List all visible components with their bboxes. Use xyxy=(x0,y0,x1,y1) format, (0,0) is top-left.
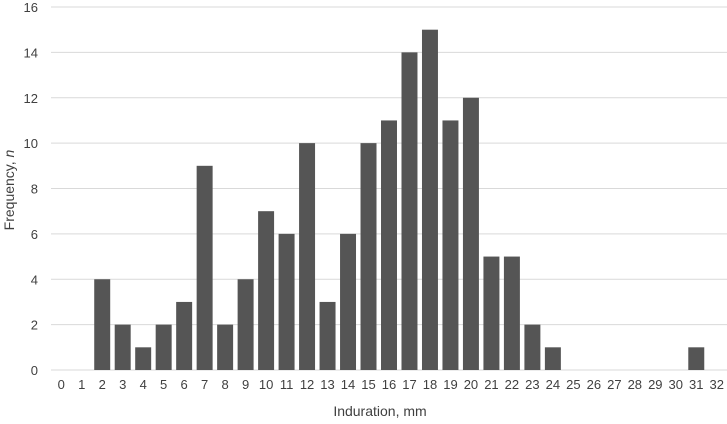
x-tick-label: 13 xyxy=(320,377,334,392)
y-tick-label: 2 xyxy=(31,318,38,333)
x-tick-label: 22 xyxy=(505,377,519,392)
x-tick-label: 32 xyxy=(710,377,724,392)
bar xyxy=(524,324,541,370)
bar xyxy=(258,211,275,370)
y-tick-label: 4 xyxy=(31,272,38,287)
bar xyxy=(340,233,357,370)
bar xyxy=(462,97,479,370)
x-tick-label: 19 xyxy=(443,377,457,392)
y-tick-label: 10 xyxy=(24,136,38,151)
bar xyxy=(135,347,152,370)
x-tick-label: 21 xyxy=(484,377,498,392)
x-tick-label: 27 xyxy=(607,377,621,392)
bar xyxy=(237,279,254,370)
y-tick-label: 6 xyxy=(31,227,38,242)
bar xyxy=(319,301,336,370)
x-tick-label: 0 xyxy=(58,377,65,392)
y-axis-title: Frequency, n xyxy=(1,149,17,230)
x-tick-label: 17 xyxy=(402,377,416,392)
bars xyxy=(94,29,705,370)
bar xyxy=(217,324,234,370)
x-tick-label: 2 xyxy=(99,377,106,392)
y-tick-label: 14 xyxy=(24,45,38,60)
x-tick-label: 12 xyxy=(300,377,314,392)
x-tick-label: 18 xyxy=(423,377,437,392)
x-tick-label: 1 xyxy=(78,377,85,392)
x-tick-label: 29 xyxy=(648,377,662,392)
bar xyxy=(299,143,316,370)
y-tick-label: 0 xyxy=(31,363,38,378)
bar xyxy=(114,324,131,370)
x-axis-title: Induration, mm xyxy=(333,403,426,419)
y-axis-title-italic: n xyxy=(1,149,17,157)
x-tick-label: 11 xyxy=(280,377,294,392)
x-tick-label: 31 xyxy=(689,377,703,392)
bar xyxy=(442,120,459,370)
x-tick-label: 28 xyxy=(628,377,642,392)
bar xyxy=(503,256,520,370)
bar xyxy=(196,165,213,370)
x-tick-label: 26 xyxy=(587,377,601,392)
x-tick-label: 8 xyxy=(222,377,229,392)
x-tick-label: 30 xyxy=(669,377,683,392)
x-tick-label: 9 xyxy=(242,377,249,392)
bar xyxy=(483,256,500,370)
x-tick-label: 4 xyxy=(140,377,147,392)
x-tick-label: 16 xyxy=(382,377,396,392)
bar xyxy=(278,233,295,370)
x-tick-label: 20 xyxy=(464,377,478,392)
x-tick-label: 7 xyxy=(201,377,208,392)
x-tick-label: 5 xyxy=(160,377,167,392)
bar xyxy=(421,29,438,370)
y-tick-label: 16 xyxy=(24,0,38,15)
bar xyxy=(155,324,172,370)
x-tick-label: 10 xyxy=(259,377,273,392)
y-tick-label: 8 xyxy=(31,182,38,197)
x-tick-label: 15 xyxy=(361,377,375,392)
x-tick-label: 25 xyxy=(566,377,580,392)
bar xyxy=(360,143,377,370)
bar xyxy=(544,347,561,370)
x-tick-label: 6 xyxy=(181,377,188,392)
y-axis-ticks: 0 2 4 6 8 10 12 14 16 xyxy=(24,0,38,378)
bar xyxy=(176,301,193,370)
bar xyxy=(94,279,111,370)
x-tick-label: 3 xyxy=(119,377,126,392)
x-tick-label: 14 xyxy=(341,377,355,392)
bar xyxy=(401,52,418,370)
y-tick-label: 12 xyxy=(24,91,38,106)
bar xyxy=(688,347,705,370)
y-axis-title-main: Frequency, xyxy=(1,157,17,230)
bar xyxy=(381,120,397,370)
x-axis-ticks: 0 1 2 3 4 5 6 7 8 9 10 11 12 13 14 15 16 17 18 19 20 21 22 23 24… xyxy=(58,377,724,392)
x-tick-label: 23 xyxy=(525,377,539,392)
x-tick-label: 24 xyxy=(546,377,560,392)
